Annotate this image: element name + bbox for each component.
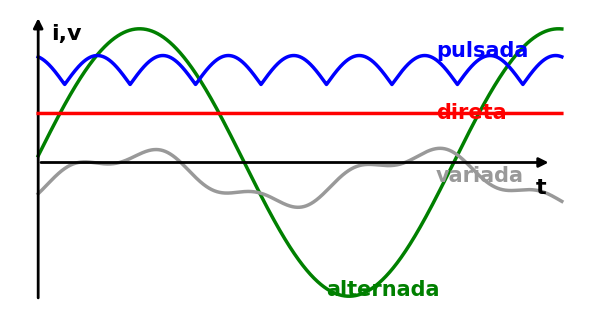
Text: alternada: alternada xyxy=(326,280,440,300)
Text: i,v: i,v xyxy=(51,24,82,44)
Text: pulsada: pulsada xyxy=(436,41,529,61)
Text: variada: variada xyxy=(436,166,524,186)
Text: direta: direta xyxy=(436,103,507,124)
Text: t: t xyxy=(536,178,546,198)
